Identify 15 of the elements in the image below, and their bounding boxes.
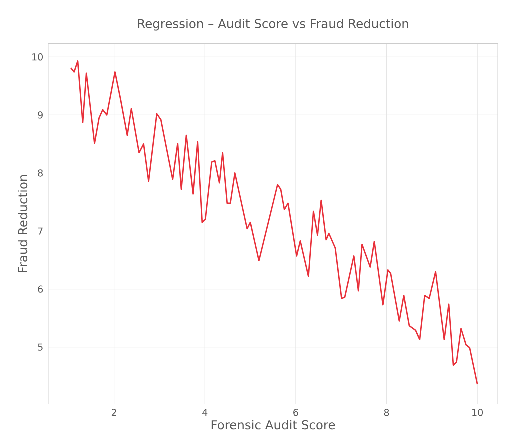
chart-title: Regression – Audit Score vs Fraud Reduction: [138, 18, 408, 31]
y-tick-label: 10: [32, 54, 43, 61]
x-tick-label: 2: [112, 409, 116, 416]
x-tick-label: 6: [294, 409, 298, 416]
x-tick-label: 4: [202, 409, 208, 416]
line-series: [70, 60, 478, 386]
x-tick-label: 8: [384, 409, 390, 416]
y-tick-label: 5: [38, 344, 43, 351]
y-axis-title: Fraud Reduction: [18, 175, 28, 273]
x-tick-label: 10: [472, 409, 484, 416]
y-tick-label: 8: [38, 170, 43, 177]
x-axis-title: Forensic Audit Score: [212, 420, 336, 430]
y-tick-label: 6: [38, 286, 44, 293]
y-tick-label: 7: [38, 228, 43, 235]
y-tick-label: 9: [38, 112, 43, 119]
